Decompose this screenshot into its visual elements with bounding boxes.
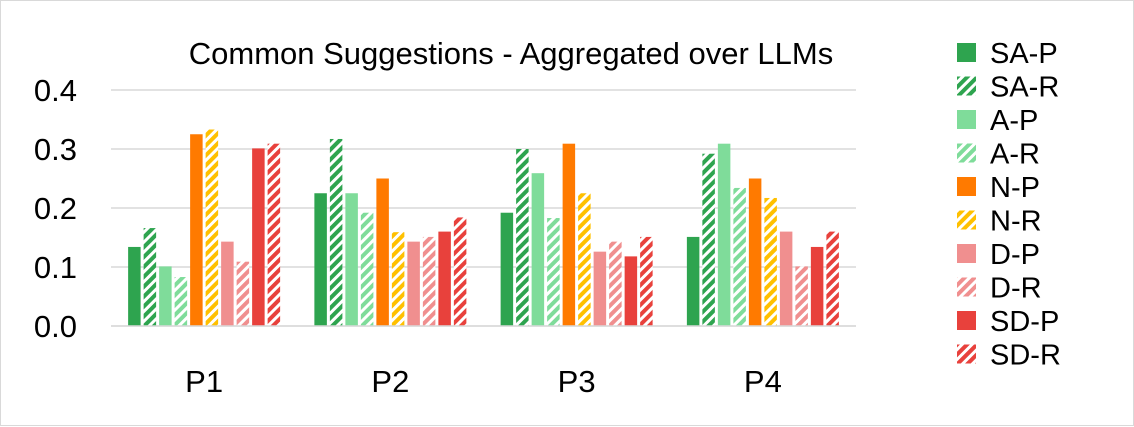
legend-swatch-a-r [957, 143, 976, 163]
chart-title: Common Suggestions - Aggregated over LLM… [189, 36, 833, 71]
y-tick-label: 0.3 [34, 132, 77, 167]
legend-label-sd-p: SD-P [990, 306, 1059, 338]
bar-sd-r-p2 [453, 217, 467, 326]
bar-d-r-p3 [609, 241, 622, 326]
legend-label-sa-r: SA-R [990, 72, 1059, 104]
x-tick-label: P1 [185, 364, 223, 399]
bar-a-p-p2 [345, 193, 358, 326]
bar-n-r-p2 [391, 232, 405, 326]
bar-n-p-p1 [190, 134, 203, 326]
bar-n-r-p1 [205, 129, 219, 326]
bar-a-r-p4 [733, 187, 746, 326]
bar-d-r-p2 [422, 236, 436, 326]
y-tick-label: 0.4 [34, 73, 77, 108]
legend-label-d-p: D-P [990, 239, 1040, 271]
legend-label-sa-p: SA-P [990, 38, 1058, 70]
legend-label-sd-r: SD-R [990, 340, 1061, 372]
legend-swatch-sd-r [957, 344, 976, 364]
bar-sd-r-p4 [826, 231, 839, 326]
bar-a-p-p3 [531, 173, 545, 326]
bar-d-p-p4 [779, 231, 793, 326]
bar-sa-p-p1 [128, 246, 141, 326]
bar-sa-r-p4 [702, 153, 715, 326]
bar-sa-p-p2 [314, 193, 327, 326]
bar-d-p-p2 [407, 241, 420, 326]
legend-label-n-p: N-P [990, 172, 1040, 204]
bars [128, 129, 839, 326]
legend-swatch-n-r [957, 210, 976, 230]
y-tick-label: 0.2 [34, 191, 77, 226]
legend-swatch-sd-p [957, 311, 976, 330]
bar-sa-r-p3 [516, 149, 529, 326]
bar-a-r-p2 [360, 212, 374, 326]
legend-swatch-sa-p [957, 43, 976, 62]
legend-swatch-d-r [957, 277, 976, 297]
bar-d-p-p1 [221, 241, 234, 326]
x-tick-label: P4 [744, 364, 782, 399]
bar-n-r-p4 [764, 197, 777, 326]
y-tick-label: 0.1 [34, 250, 77, 285]
x-tick-label: P2 [371, 364, 409, 399]
bar-sd-p-p3 [624, 256, 638, 326]
bar-d-r-p1 [236, 261, 250, 326]
bar-d-p-p3 [593, 251, 607, 326]
bar-n-p-p4 [748, 178, 762, 326]
bar-sd-p-p2 [438, 231, 451, 326]
bar-n-p-p3 [562, 143, 576, 326]
bar-sa-p-p4 [686, 236, 700, 326]
legend-label-d-r: D-R [990, 273, 1042, 305]
bar-a-p-p1 [159, 266, 172, 326]
bar-a-r-p1 [174, 277, 188, 326]
legend-swatch-d-p [957, 244, 976, 263]
bar-sa-r-p1 [143, 228, 157, 326]
bar-sd-p-p1 [252, 148, 265, 326]
bar-sd-r-p1 [267, 143, 281, 326]
legend: SA-PSA-RA-PA-RN-PN-RD-PD-RSD-PSD-R [957, 38, 1061, 372]
x-tick-label: P3 [558, 364, 596, 399]
bar-a-r-p3 [547, 218, 560, 326]
legend-label-a-r: A-R [990, 139, 1040, 171]
bar-n-p-p2 [376, 178, 389, 326]
axes: 0.0 0.1 0.2 0.3 0.4 P1 P2 P3 P4 [34, 73, 856, 399]
bar-sa-p-p3 [500, 212, 514, 326]
legend-swatch-n-p [957, 177, 976, 196]
bar-sa-r-p2 [329, 138, 343, 326]
bar-sd-p-p4 [810, 246, 824, 326]
bar-sd-r-p3 [640, 236, 653, 326]
y-tick-label: 0.0 [34, 309, 77, 344]
legend-swatch-sa-r [957, 76, 976, 96]
bar-a-p-p4 [717, 143, 731, 326]
legend-swatch-a-p [957, 110, 976, 129]
bar-n-r-p3 [578, 193, 591, 326]
legend-label-n-r: N-R [990, 206, 1042, 238]
bar-d-r-p4 [795, 266, 808, 326]
legend-label-a-p: A-P [990, 105, 1038, 137]
